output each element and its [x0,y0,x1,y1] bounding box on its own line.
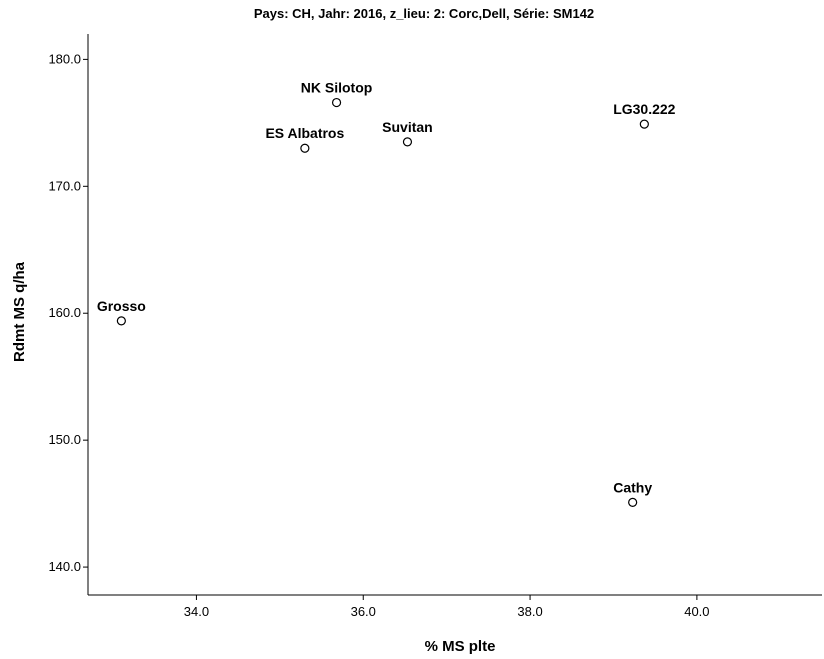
x-tick-label: 36.0 [351,604,376,619]
axes: 140.0 150.0 160.0 170.0 180.0 34.0 36.0 38.0 40.… [48,34,822,619]
data-point-label: Grosso [97,298,146,314]
data-point-label: Cathy [613,479,652,495]
x-tick-label: 34.0 [184,604,209,619]
data-point-label: NK Silotop [301,80,373,96]
chart-title: Pays: CH, Jahr: 2016, z_lieu: 2: Corc,De… [254,6,594,21]
data-point [639,119,649,129]
data-point [402,137,413,147]
y-tick-label: 150.0 [48,432,81,447]
data-points: NK Silotop ES Albatros Suvitan LG30.222 Gros… [97,80,676,507]
data-point-label: ES Albatros [265,125,344,141]
y-tick-label: 140.0 [48,559,81,574]
y-axis-label: Rdmt MS q/ha [11,261,28,362]
y-tick-label: 170.0 [48,178,81,193]
data-point-label: Suvitan [382,119,433,135]
data-point [628,497,638,507]
x-axis-label: % MS plte [425,638,496,655]
data-point [331,97,342,108]
data-point-label: LG30.222 [613,101,675,117]
y-tick-label: 160.0 [48,305,81,320]
data-point [300,143,310,153]
y-tick-label: 180.0 [48,51,81,66]
data-point [116,316,126,326]
x-tick-label: 40.0 [684,604,709,619]
x-tick-label: 38.0 [517,604,542,619]
